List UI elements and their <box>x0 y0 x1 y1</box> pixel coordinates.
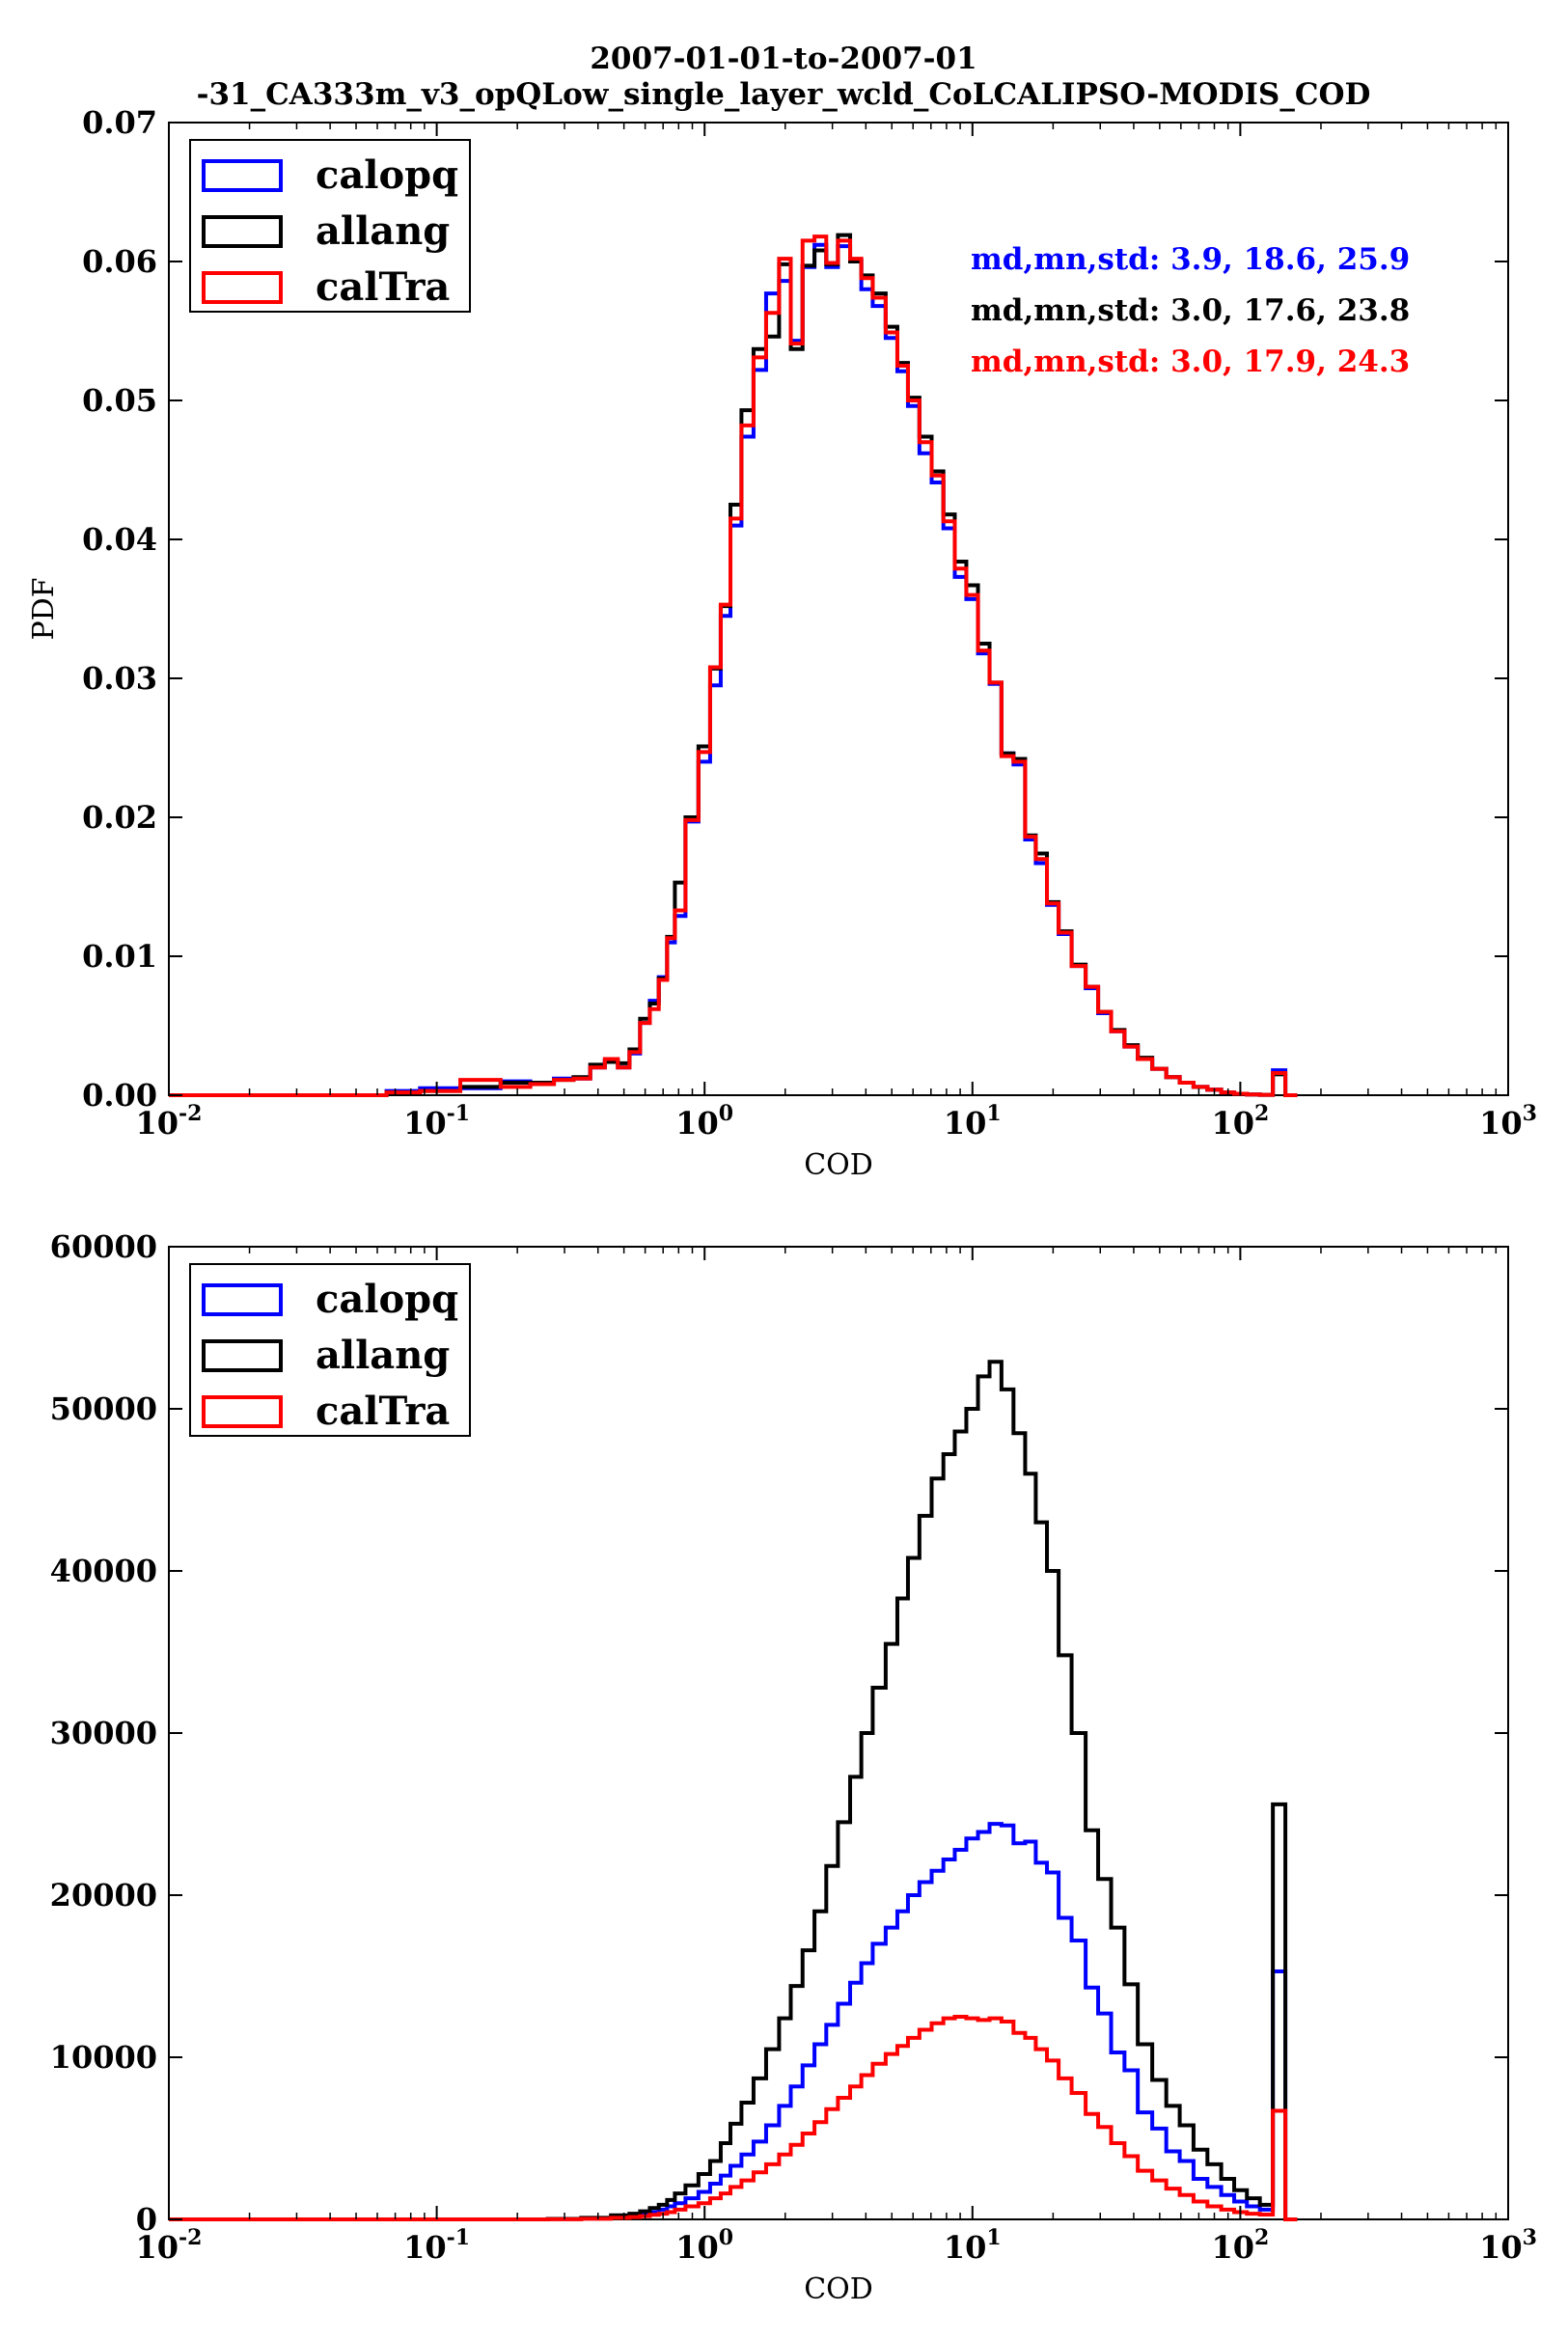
legend-swatch-allang <box>202 1339 283 1372</box>
y-tick-label: 0.03 <box>82 660 157 697</box>
y-tick-label: 0.07 <box>82 104 157 141</box>
y-tick-label: 60000 <box>50 1228 157 1265</box>
x-tick-label: 100 <box>675 1101 733 1142</box>
y-tick-label: 0.00 <box>82 1077 157 1114</box>
y-tick-label: 0 <box>136 2201 157 2238</box>
count-chart: 10-2 10-1 100 101 102 103 0 10000 20000 30000 4000… <box>50 1228 1537 2306</box>
x-tick-label: 102 <box>1211 2225 1269 2266</box>
series-line-calTra <box>169 2015 1298 2221</box>
legend: calopq allang calTra <box>189 1263 471 1437</box>
series-line-calopq <box>169 1822 1298 2221</box>
stats-annotation-calTra: md,mn,std: 3.0, 17.9, 24.3 <box>971 344 1410 379</box>
x-tick-label: 101 <box>944 2225 1002 2266</box>
title-line-2: -31_CA333m_v3_opQLow_single_layer_wcld_C… <box>197 77 1371 112</box>
legend-frame <box>189 139 471 313</box>
x-tick-label: 10-1 <box>403 2225 470 2266</box>
legend-swatch-calTra <box>202 271 283 304</box>
x-tick-label: 10-2 <box>136 1101 203 1142</box>
y-axis-label: PDF <box>27 577 61 640</box>
x-axis-label: COD <box>804 2272 873 2306</box>
plot-frame <box>168 122 1509 1096</box>
series-line-allang <box>169 1360 1298 2221</box>
legend-label-allang: allang <box>316 1333 450 1378</box>
legend-label-calopq: calopq <box>316 152 458 198</box>
title-line-1: 2007-01-01-to-2007-01 <box>590 41 977 76</box>
pdf-chart: 10-2 10-1 100 101 102 103 0.00 0.01 0.02 0.03 0.04… <box>27 104 1537 1182</box>
y-tick-label: 0.04 <box>82 521 157 558</box>
y-tick-label: 0.01 <box>82 938 157 975</box>
y-tick-label: 0.02 <box>82 799 157 836</box>
legend-swatch-allang <box>202 215 283 248</box>
x-tick-label: 103 <box>1479 2225 1537 2266</box>
legend-label-allang: allang <box>316 208 450 254</box>
x-tick-label: 10-1 <box>403 1101 470 1142</box>
legend-swatch-calopq <box>202 159 283 192</box>
series-line-calTra <box>169 234 1298 1097</box>
y-tick-label: 50000 <box>50 1390 157 1427</box>
y-tick-label: 30000 <box>50 1715 157 1751</box>
x-tick-label: 10-2 <box>136 2225 203 2266</box>
stats-annotation-calopq: md,mn,std: 3.9, 18.6, 25.9 <box>971 242 1410 277</box>
y-tick-label: 0.06 <box>82 243 157 280</box>
x-tick-label: 103 <box>1479 1101 1537 1142</box>
y-tick-label: 20000 <box>50 1877 157 1913</box>
y-tick-label: 10000 <box>50 2039 157 2076</box>
legend: calopq allang calTra <box>189 139 471 313</box>
x-tick-label: 100 <box>675 2225 733 2266</box>
x-axis-label: COD <box>804 1148 873 1182</box>
legend-label-calTra: calTra <box>316 1389 450 1434</box>
y-tick-label: 0.05 <box>82 382 157 419</box>
x-tick-label: 101 <box>944 1101 1002 1142</box>
legend-label-calTra: calTra <box>316 264 450 310</box>
legend-label-calopq: calopq <box>316 1277 458 1322</box>
legend-frame <box>189 1263 471 1437</box>
x-tick-label: 102 <box>1211 1101 1269 1142</box>
legend-swatch-calopq <box>202 1283 283 1316</box>
legend-swatch-calTra <box>202 1395 283 1428</box>
stats-annotation-allang: md,mn,std: 3.0, 17.6, 23.8 <box>971 293 1410 328</box>
y-tick-label: 40000 <box>50 1553 157 1589</box>
